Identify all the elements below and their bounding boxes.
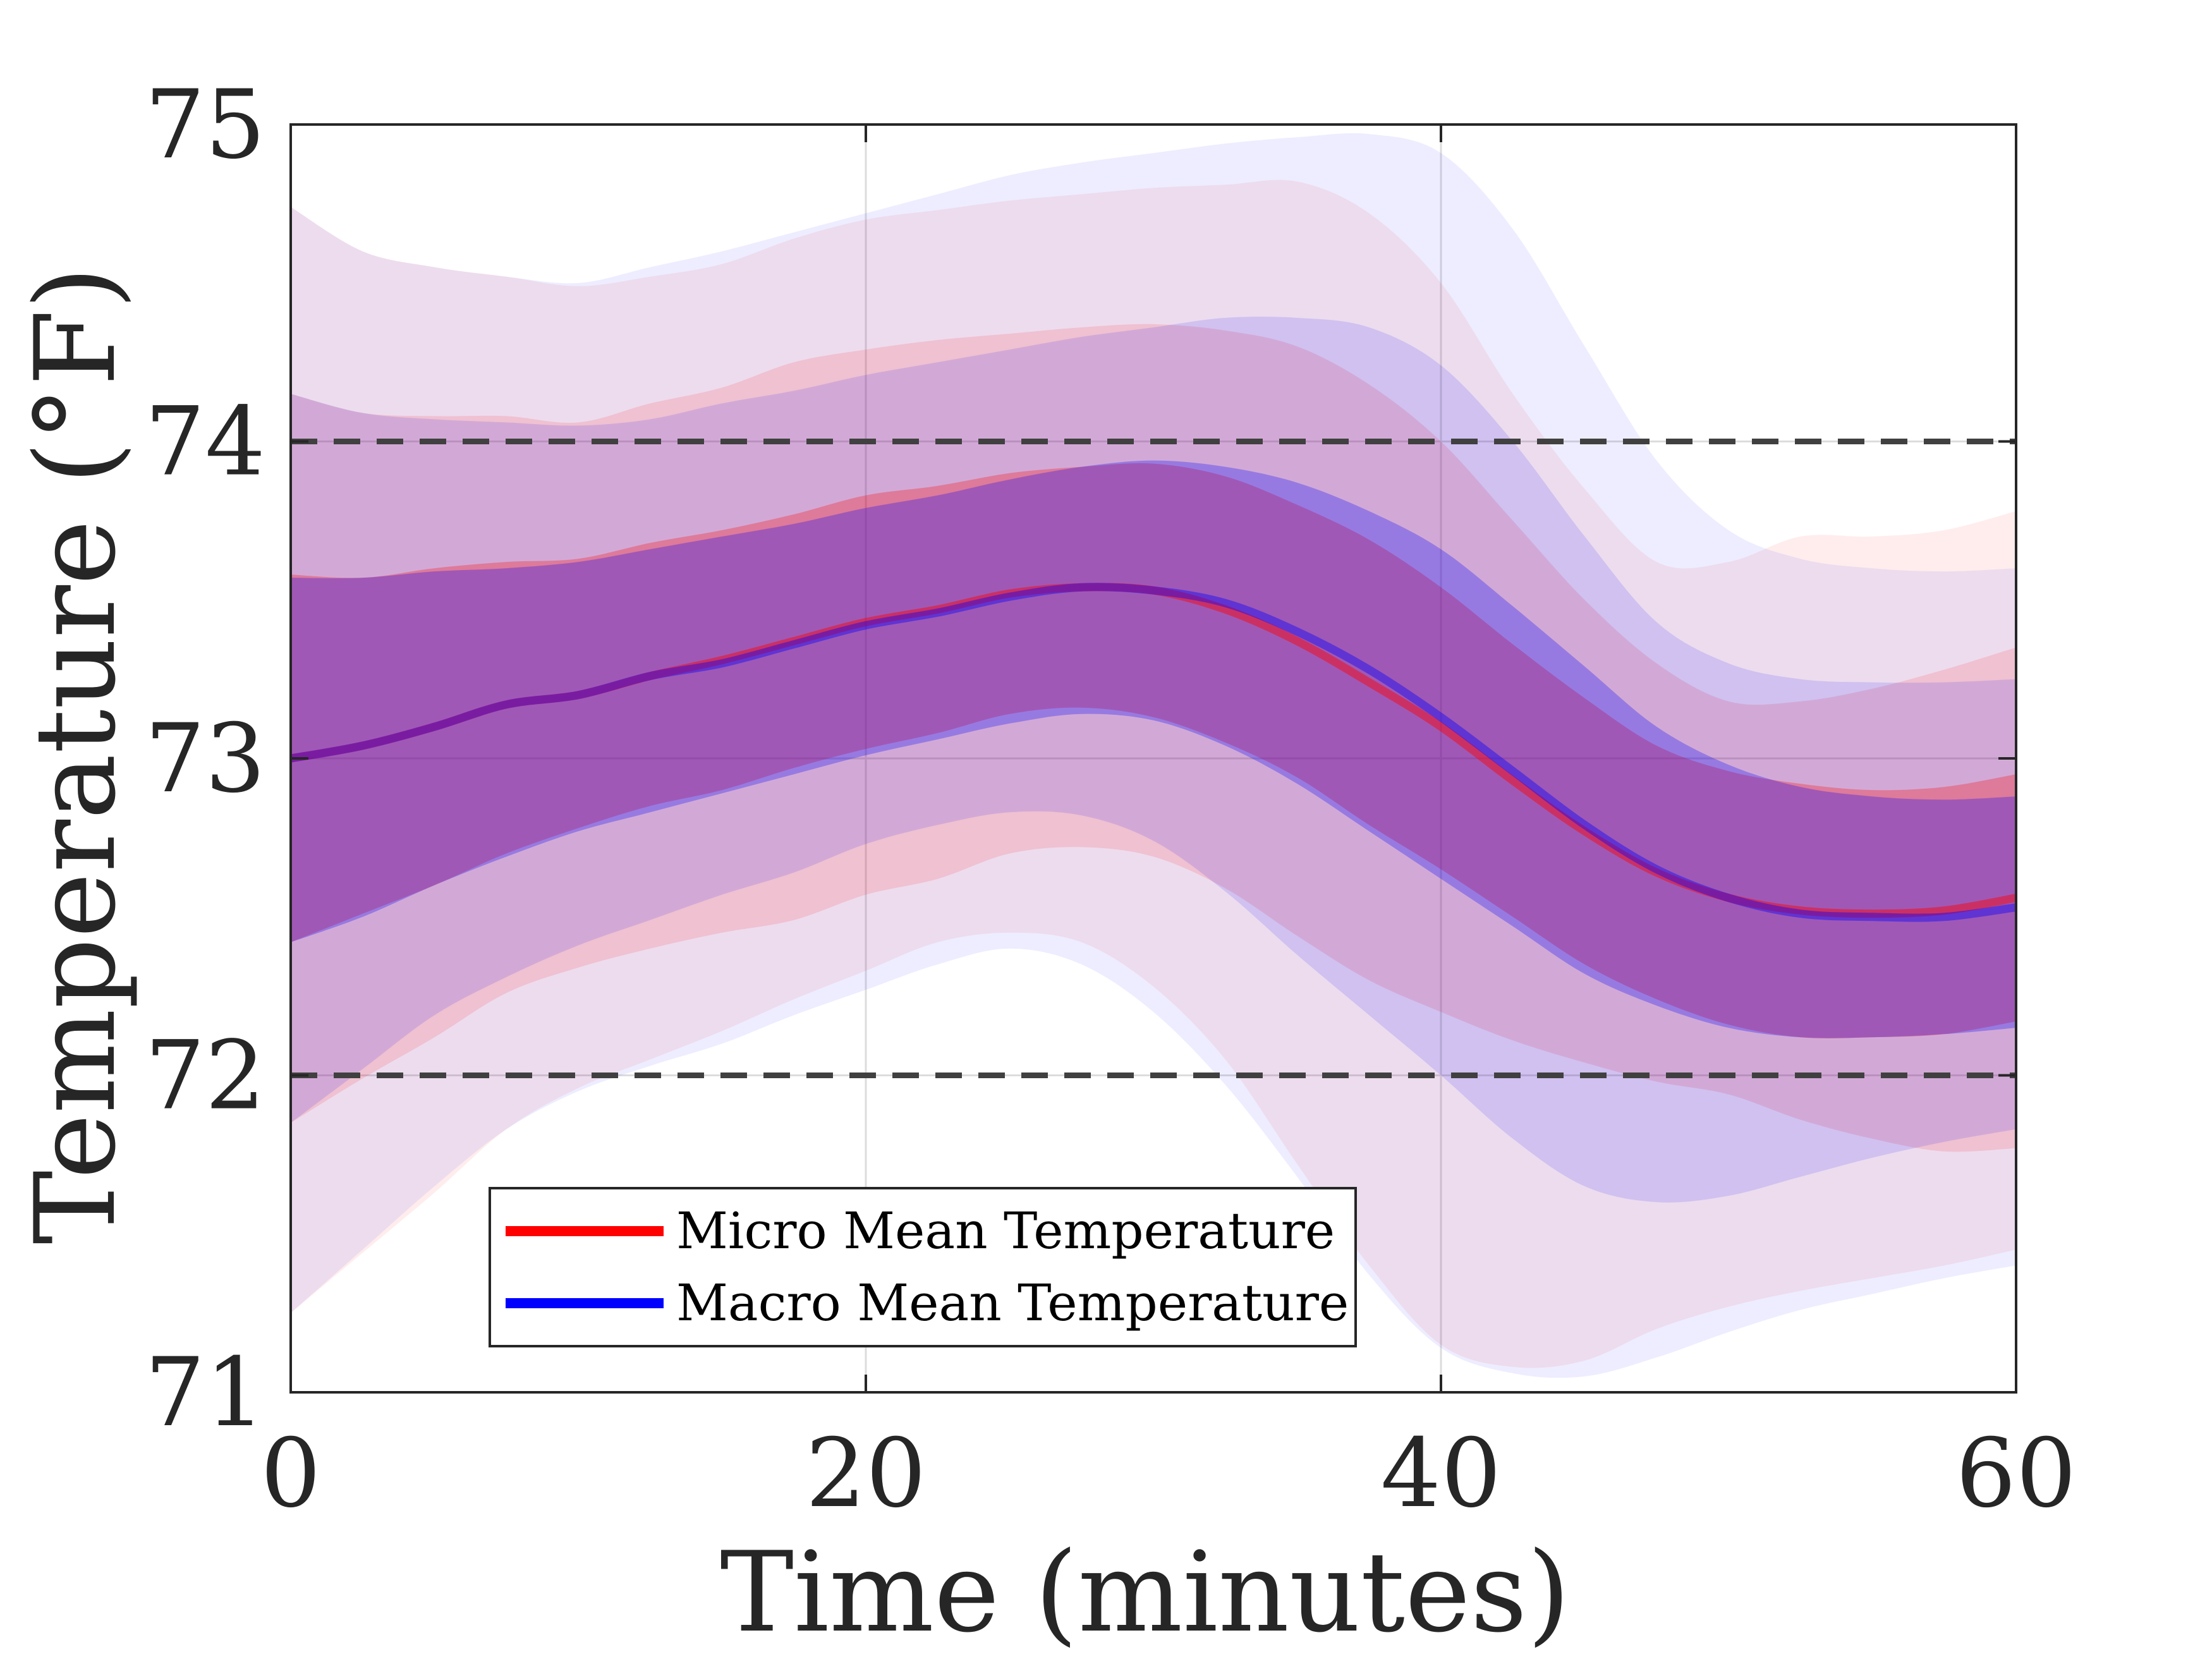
- macro-band-3sd: [291, 133, 2016, 1378]
- y-tick-label: 73: [145, 704, 265, 814]
- micro-band-1sd: [291, 463, 2016, 1039]
- y-tick-label: 71: [145, 1338, 265, 1448]
- legend-box: [489, 1187, 1357, 1347]
- macro-mean-line: [289, 583, 2017, 922]
- reference-lines: [291, 439, 2016, 1078]
- legend-label-macro: Macro Mean Temperature: [676, 1273, 1349, 1332]
- legend: Micro Mean Temperature Macro Mean Temper…: [489, 1187, 1357, 1347]
- y-tick-label: 74: [145, 387, 265, 497]
- micro-mean-line: [289, 583, 2017, 918]
- x-tick-label: 40: [1381, 1419, 1502, 1529]
- x-tick-label: 0: [260, 1419, 320, 1529]
- x-tick-label: 60: [1956, 1419, 2077, 1529]
- macro-band-1sd: [291, 460, 2016, 1038]
- macro-band-2sd: [291, 317, 2016, 1203]
- axes: [289, 123, 2017, 1394]
- tick-labels: 0 20 40 60 71 72 73 74 75: [145, 70, 2076, 1529]
- y-axis-title: Temperature (°F): [12, 266, 140, 1244]
- legend-label-micro: Micro Mean Temperature: [676, 1201, 1335, 1260]
- confidence-bands: [291, 133, 2016, 1378]
- x-tick-label: 20: [806, 1419, 927, 1529]
- micro-band-2sd: [291, 324, 2016, 1152]
- y-tick-label: 75: [145, 70, 265, 180]
- x-axis-title: Time (minutes): [720, 1529, 1570, 1657]
- micro-band-3sd: [291, 179, 2016, 1368]
- series-lines: [289, 583, 2017, 922]
- y-tick-label: 72: [145, 1021, 265, 1131]
